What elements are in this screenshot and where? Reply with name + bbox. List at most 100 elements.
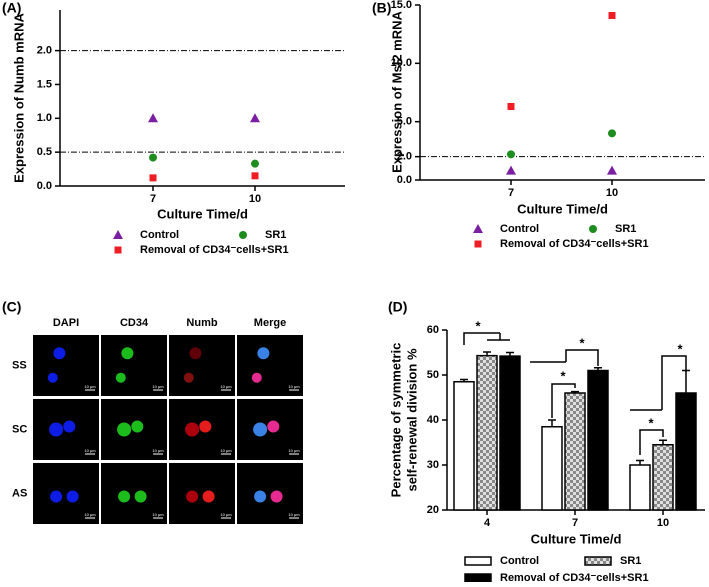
y-tick-label: 15.0 [391,0,412,11]
cell [131,420,144,433]
y-tick-label: 0.0 [397,174,412,186]
marker [149,174,157,182]
y-tick-label: 1.0 [37,112,52,124]
error-bar [594,367,602,371]
bar [587,369,609,511]
y-tick-label: 60 [427,324,439,336]
significance-bracket [530,349,599,366]
scale-bar-label: 10 μm [220,448,232,453]
x-tick-label: 7 [150,193,156,205]
micrograph [169,463,235,524]
bar [541,426,563,511]
bar [564,392,586,511]
column-label: CD34 [120,317,149,329]
x-axis-label: Culture Time/d [517,201,608,216]
marker [589,225,597,233]
scale-bar-label: 10 μm [220,384,232,389]
micrograph [237,335,303,396]
cell [118,490,131,503]
x-axis-label: Culture Time/d [531,531,622,546]
legend-label: Removal of CD34⁻cells+SR1 [500,238,649,250]
marker [113,230,123,239]
legend-label: Removal of CD34⁻cells+SR1 [500,572,649,582]
x-tick-label: 7 [508,187,514,199]
scale-bar-label: 10 μm [288,384,300,389]
cell [66,490,79,503]
cell [117,422,132,437]
x-tick-label: 10 [249,193,261,205]
marker [149,153,157,162]
significance-label: * [475,318,481,333]
legend-label: SR1 [265,229,286,241]
legend-swatch [464,556,492,566]
bar [499,355,521,511]
y-axis-label: Expression of Numb mRNA [11,13,26,183]
legend-swatch [464,573,492,583]
marker [114,246,122,254]
y-tick-label: 5.0 [397,116,412,128]
panel-label: (D) [388,299,407,315]
y-tick-label: 0.5 [37,146,52,158]
panel-label: (C) [2,299,21,315]
error-bar [548,419,556,427]
cell [199,420,212,433]
micrograph [237,463,303,524]
legend-label: Removal of CD34⁻cells+SR1 [140,244,289,256]
marker [507,103,515,110]
cell [49,422,64,437]
error-bar [636,459,644,465]
marker [148,113,158,123]
significance-label: * [648,415,654,430]
legend-label: Control [500,223,539,235]
error-bar [460,378,468,382]
cell [251,372,262,383]
y-tick-label: 0.0 [37,180,52,192]
significance-bracket [551,383,576,418]
cell [253,422,268,437]
cell [267,420,280,433]
y-tick-label: 2.0 [37,45,52,57]
cell [185,422,200,437]
cell [115,372,126,383]
y-axis-label: Percentage of symmetric [388,343,403,498]
row-label: SS [12,359,27,371]
marker [506,165,516,175]
x-tick-label: 10 [657,517,669,529]
y-tick-label: 50 [427,369,439,381]
micrograph [33,335,99,396]
marker [473,224,483,233]
panel-label: (B) [372,0,391,16]
y-tick-label: 10.0 [391,57,412,69]
legend-label: Control [500,555,539,567]
panel-label: (A) [2,0,21,16]
bar [476,354,498,511]
x-axis-label: Culture Time/d [157,206,248,221]
bar [652,444,674,511]
scale-bar-label: 10 μm [288,448,300,453]
cell [47,372,58,383]
bar [629,464,651,511]
legend-label: SR1 [620,555,641,567]
x-tick-label: 10 [606,187,618,199]
cell [121,347,134,360]
scale-bar-label: 10 μm [220,512,232,517]
cell [63,420,76,433]
legend-label: Control [140,229,179,241]
scale-bar-label: 10 μm [152,512,164,517]
cell [254,490,267,503]
error-bar [659,439,667,445]
micrograph [101,463,167,524]
cell [186,490,199,503]
error-bar [682,369,690,393]
micrograph [101,335,167,396]
x-tick-label: 4 [484,517,491,529]
scale-bar-label: 10 μm [152,448,164,453]
row-label: AS [12,487,27,499]
significance-label: * [677,341,683,356]
y-tick-label: 30 [427,459,439,471]
significance-label: * [579,335,585,350]
marker [607,165,617,175]
cell [257,347,270,360]
y-axis-label: Expression of Msi2 mRNA [389,10,404,172]
scale-bar-label: 10 μm [84,512,96,517]
